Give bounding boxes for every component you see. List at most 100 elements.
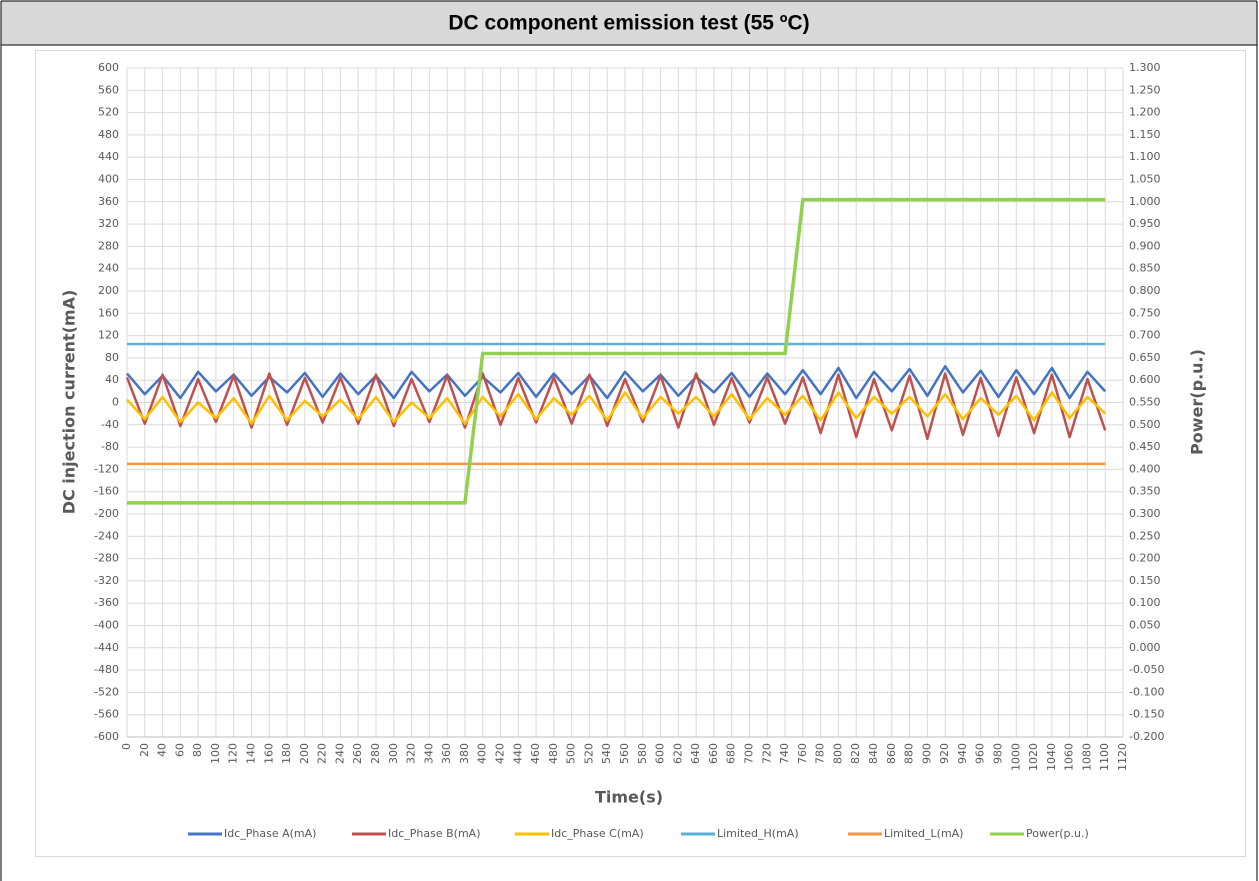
y-tick-label: 440 [98, 150, 119, 163]
x-tick-label: 20 [138, 743, 151, 757]
y2-tick-label: 0.100 [1129, 596, 1161, 609]
x-tick-label: 280 [369, 743, 382, 764]
y2-tick-label: 0.700 [1129, 329, 1161, 342]
x-tick-label: 760 [796, 743, 809, 764]
series-line [126, 391, 1107, 425]
x-tick-label: 680 [725, 743, 738, 764]
x-tick-label: 200 [298, 743, 311, 764]
x-tick-label: 980 [992, 743, 1005, 764]
y-tick-label: 80 [105, 351, 119, 364]
x-tick-label: 740 [778, 743, 791, 764]
y-tick-label: 560 [98, 83, 119, 96]
x-tick-label: 260 [351, 743, 364, 764]
x-tick-label: 720 [760, 743, 773, 764]
y2-tick-label: 0.850 [1129, 262, 1161, 275]
chart-title: DC component emission test (55 ºC) [448, 12, 809, 35]
y-tick-label: -520 [94, 685, 119, 698]
x-axis-title: Time(s) [595, 788, 663, 807]
y-tick-label: -320 [94, 574, 119, 587]
y2-tick-label: 0.750 [1129, 306, 1161, 319]
y2-axis-title: Power(p.u.) [1188, 349, 1207, 455]
x-tick-label: 1120 [1116, 743, 1129, 771]
x-tick-label: 580 [636, 743, 649, 764]
legend-label: Idc_Phase C(mA) [551, 827, 644, 840]
x-tick-label: 540 [600, 743, 613, 764]
x-tick-label: 120 [227, 743, 240, 764]
x-tick-label: 900 [920, 743, 933, 764]
y-tick-label: -480 [94, 663, 119, 676]
y-tick-label: 360 [98, 195, 119, 208]
y2-tick-label: 0.350 [1129, 485, 1161, 498]
y2-tick-label: 1.050 [1129, 173, 1161, 186]
x-tick-label: 1100 [1098, 743, 1111, 771]
y-tick-label: 240 [98, 262, 119, 275]
y2-tick-label: -0.100 [1129, 685, 1164, 698]
y-tick-label: 480 [98, 128, 119, 141]
legend-label: Limited_L(mA) [884, 827, 963, 840]
y2-tick-label: 1.300 [1129, 61, 1161, 74]
x-tick-label: 240 [333, 743, 346, 764]
x-tick-label: 100 [209, 743, 222, 764]
y-tick-label: 200 [98, 284, 119, 297]
y-axis-title: DC injection current(mA) [60, 290, 79, 515]
x-tick-label: 700 [743, 743, 756, 764]
x-tick-label: 1040 [1045, 743, 1058, 771]
legend-label: Power(p.u.) [1026, 827, 1089, 840]
legend-label: Idc_Phase A(mA) [224, 827, 316, 840]
x-tick-label: 140 [245, 743, 258, 764]
x-tick-label: 60 [173, 743, 186, 757]
x-tick-label: 180 [280, 743, 293, 764]
x-tick-label: 500 [565, 743, 578, 764]
x-tick-label: 820 [849, 743, 862, 764]
x-tick-label: 780 [814, 743, 827, 764]
x-tick-label: 400 [476, 743, 489, 764]
x-tick-label: 440 [511, 743, 524, 764]
x-tick-label: 0 [120, 743, 133, 750]
y2-tick-label: 0.600 [1129, 373, 1161, 386]
y2-tick-label: 0.200 [1129, 552, 1161, 565]
x-tick-label: 640 [689, 743, 702, 764]
x-tick-label: 800 [831, 743, 844, 764]
x-tick-label: 560 [618, 743, 631, 764]
x-tick-label: 340 [422, 743, 435, 764]
y2-tick-label: 0.950 [1129, 217, 1161, 230]
y2-tick-label: 0.000 [1129, 641, 1161, 654]
y2-tick-label: -0.150 [1129, 708, 1164, 721]
y2-tick-label: 0.250 [1129, 529, 1161, 542]
y-tick-label: -600 [94, 730, 119, 743]
y2-tick-label: 0.050 [1129, 619, 1161, 632]
x-tick-label: 360 [440, 743, 453, 764]
y-tick-label: 160 [98, 306, 119, 319]
series-line [127, 197, 1106, 505]
y2-tick-label: 1.150 [1129, 128, 1161, 141]
y-tick-label: -160 [94, 485, 119, 498]
y-tick-label: 40 [105, 373, 119, 386]
y-tick-label: 320 [98, 217, 119, 230]
x-tick-label: 380 [458, 743, 471, 764]
x-tick-label: 420 [494, 743, 507, 764]
y-tick-label: 400 [98, 173, 119, 186]
y-tick-label: -80 [101, 440, 119, 453]
y-tick-label: 600 [98, 61, 119, 74]
x-tick-label: 860 [885, 743, 898, 764]
y2-tick-label: 0.900 [1129, 239, 1161, 252]
x-tick-label: 620 [671, 743, 684, 764]
y2-tick-label: 1.000 [1129, 195, 1161, 208]
y-tick-label: -280 [94, 552, 119, 565]
x-tick-label: 840 [867, 743, 880, 764]
y2-tick-label: -0.200 [1129, 730, 1164, 743]
x-tick-label: 660 [707, 743, 720, 764]
x-tick-label: 220 [316, 743, 329, 764]
series-line [126, 365, 1107, 400]
title-cell [1, 1, 1257, 45]
x-tick-label: 160 [262, 743, 275, 764]
x-tick-label: 1000 [1009, 743, 1022, 771]
y2-tick-label: 0.550 [1129, 396, 1161, 409]
y2-tick-label: 0.300 [1129, 507, 1161, 520]
x-tick-label: 920 [938, 743, 951, 764]
legend-label: Limited_H(mA) [717, 827, 799, 840]
legend-label: Idc_Phase B(mA) [388, 827, 481, 840]
y-tick-label: 280 [98, 239, 119, 252]
y-tick-label: 0 [112, 396, 119, 409]
